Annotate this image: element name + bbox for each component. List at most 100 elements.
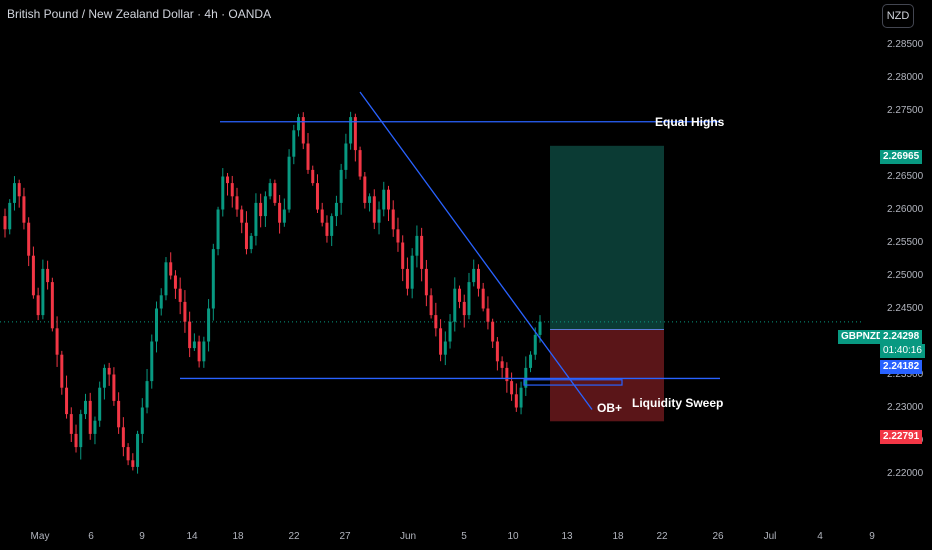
candle-body xyxy=(173,275,177,289)
candle-body xyxy=(140,407,144,434)
candle-body xyxy=(396,229,400,243)
time-axis-tick: 26 xyxy=(712,531,724,542)
candle-body xyxy=(467,282,471,316)
candle-body xyxy=(505,367,509,382)
candle-body xyxy=(169,262,173,276)
candle-body xyxy=(519,387,523,408)
candle-body xyxy=(273,183,277,203)
time-axis-tick: 10 xyxy=(507,531,519,542)
candle-body xyxy=(131,460,135,467)
candle-body xyxy=(481,288,485,309)
candle-body xyxy=(107,367,111,375)
candle-body xyxy=(230,183,234,197)
price-axis-tick: 2.26500 xyxy=(887,170,924,182)
candle-body xyxy=(339,169,343,203)
candle-body xyxy=(136,433,140,467)
candle-body xyxy=(334,202,338,217)
candle-body xyxy=(415,235,419,256)
candle-body xyxy=(315,183,319,210)
candle-body xyxy=(368,196,372,203)
time-axis-tick: 22 xyxy=(288,531,300,542)
candle-body xyxy=(8,202,12,230)
candle-body xyxy=(538,321,542,335)
time-axis-tick: 5 xyxy=(461,531,467,542)
candle-body xyxy=(533,334,537,355)
time-axis-tick: 9 xyxy=(869,531,875,542)
candle-body xyxy=(3,216,7,230)
candle-body xyxy=(344,143,348,170)
candle-body xyxy=(65,387,69,415)
descending-trendline xyxy=(359,91,593,410)
candle-body xyxy=(98,387,102,421)
candle-body xyxy=(401,242,405,269)
candle-body xyxy=(178,288,182,302)
candle-body xyxy=(424,268,428,296)
candle-body xyxy=(192,341,196,349)
candle-body xyxy=(278,202,282,223)
candle-body xyxy=(259,202,263,217)
candle-body xyxy=(93,420,97,434)
candle-body xyxy=(382,189,386,210)
candle-body xyxy=(476,268,480,289)
equal-highs-label: Equal Highs xyxy=(655,115,725,129)
chart-title: British Pound / New Zealand Dollar · 4h … xyxy=(7,7,272,21)
time-axis-tick: 6 xyxy=(88,531,94,542)
symbol-tag: GBPNZD xyxy=(838,330,887,344)
candle-body xyxy=(188,321,192,349)
order-block-box xyxy=(523,379,623,386)
price-axis-tick: 2.26000 xyxy=(887,203,924,215)
candle-body xyxy=(358,150,362,177)
candle-body xyxy=(50,282,54,329)
candle-body xyxy=(117,400,121,428)
candle-body xyxy=(391,209,395,230)
time-axis-tick: Jul xyxy=(763,531,777,542)
profit-zone xyxy=(550,145,664,330)
liquidity-sweep-label: Liquidity Sweep xyxy=(632,396,724,410)
price-axis-tick: 2.28000 xyxy=(887,71,924,83)
candle-body xyxy=(60,354,64,388)
price-axis-tick: 2.23500 xyxy=(887,368,924,380)
candle-body xyxy=(349,117,353,144)
candle-body xyxy=(235,196,239,210)
price-axis-tick: 2.25000 xyxy=(887,269,924,281)
candle-body xyxy=(439,328,443,355)
candle-body xyxy=(372,196,376,223)
candle-body xyxy=(74,433,78,448)
candle-body xyxy=(197,341,201,362)
candle-body xyxy=(216,209,220,250)
candle-body xyxy=(500,361,504,368)
candle-body xyxy=(221,176,225,210)
candle-body xyxy=(155,308,159,342)
candle-body xyxy=(254,202,258,236)
candle-body xyxy=(514,394,518,408)
price-axis-tick: 2.28500 xyxy=(887,38,924,50)
current-price-tag: 2.24298 xyxy=(880,330,923,344)
candle-body xyxy=(472,268,476,283)
candle-body xyxy=(150,341,154,382)
candle-body xyxy=(320,209,324,223)
bar-countdown-tag: 01:40:16 xyxy=(880,344,925,358)
drawings xyxy=(180,91,720,410)
candle-body xyxy=(410,255,414,289)
price-axis-tick: 2.25500 xyxy=(887,236,924,248)
candle-body xyxy=(458,288,462,302)
entry-price-tag: 2.24182 xyxy=(880,360,923,374)
candle-body xyxy=(12,183,16,203)
time-axis-tick: May xyxy=(30,531,50,542)
candle-body xyxy=(22,196,26,223)
candle-body xyxy=(363,176,367,203)
loss-zone xyxy=(550,329,664,422)
candle-body xyxy=(311,169,315,184)
price-axis-tick: 2.22000 xyxy=(887,467,924,479)
candle-body xyxy=(202,341,206,362)
candle-body xyxy=(249,235,253,250)
candle-body xyxy=(17,183,21,197)
candle-body xyxy=(306,143,310,170)
candle-body xyxy=(112,374,116,401)
candle-body xyxy=(486,308,490,322)
candle-body xyxy=(183,301,187,322)
candle-body xyxy=(121,427,125,448)
candle-body xyxy=(69,414,73,434)
currency-button[interactable]: NZD xyxy=(882,4,914,28)
